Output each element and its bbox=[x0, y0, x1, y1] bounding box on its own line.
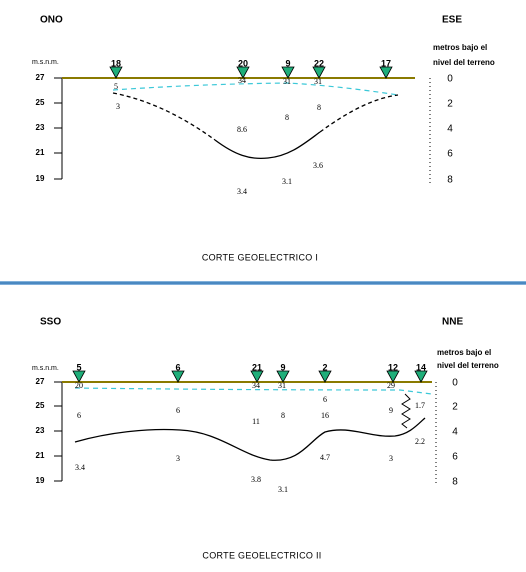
right-tick-label: 8 bbox=[447, 175, 453, 186]
resistivity-value: 8 bbox=[281, 411, 285, 420]
left-axis-title: m.s.n.m. bbox=[32, 59, 59, 66]
right-axis-title: nivel del terreno bbox=[433, 58, 495, 67]
resistivity-value: 5 bbox=[114, 82, 118, 91]
right-tick-label: 0 bbox=[447, 74, 453, 85]
right-axis-title: nivel del terreno bbox=[437, 361, 499, 370]
resistivity-value: 3.8 bbox=[251, 475, 261, 484]
right-tick-label: 4 bbox=[447, 124, 453, 135]
resistivity-value: 31 bbox=[314, 77, 322, 86]
resistivity-value: 16 bbox=[321, 411, 329, 420]
separator bbox=[0, 281, 526, 285]
right-axis-title: metros bajo el bbox=[437, 348, 491, 357]
well-label: 20 bbox=[238, 58, 248, 68]
right-tick-label: 6 bbox=[447, 149, 453, 160]
right-axis-title: metros bajo el bbox=[433, 43, 487, 52]
resistivity-value: 34 bbox=[238, 76, 246, 85]
well-label: 9 bbox=[285, 58, 290, 68]
resistivity-value: 29 bbox=[387, 381, 395, 390]
resistivity-value: 3 bbox=[116, 102, 120, 111]
left-tick-label: 27 bbox=[36, 73, 45, 82]
well-marker bbox=[414, 370, 428, 383]
section-caption: CORTE GEOELECTRICO I bbox=[202, 252, 318, 262]
well-label: 6 bbox=[175, 362, 180, 372]
well-marker bbox=[386, 370, 400, 383]
right-tick-label: 2 bbox=[452, 402, 458, 413]
right-tick-label: 4 bbox=[452, 427, 458, 438]
well-label: 18 bbox=[111, 58, 121, 68]
left-tick-label: 21 bbox=[36, 451, 45, 460]
left-tick-label: 19 bbox=[36, 174, 45, 183]
well-label: 2 bbox=[322, 362, 327, 372]
resistivity-value: 8.6 bbox=[237, 125, 247, 134]
well-marker bbox=[312, 66, 326, 79]
right-tick-label: 2 bbox=[447, 99, 453, 110]
right-tick-label: 0 bbox=[452, 378, 458, 389]
resistivity-value: 3 bbox=[389, 454, 393, 463]
direction-left: SSO bbox=[40, 317, 61, 328]
resistivity-value: 3.1 bbox=[282, 177, 292, 186]
well-marker bbox=[379, 66, 393, 79]
left-tick-label: 25 bbox=[36, 401, 45, 410]
resistivity-value: 9 bbox=[389, 406, 393, 415]
resistivity-value: 4.7 bbox=[320, 453, 330, 462]
well-marker bbox=[318, 370, 332, 383]
resistivity-value: 31 bbox=[283, 77, 291, 86]
resistivity-value: 3.1 bbox=[278, 485, 288, 494]
resistivity-value: 6 bbox=[323, 395, 327, 404]
resistivity-value: 11 bbox=[252, 417, 260, 426]
resistivity-value: 34 bbox=[252, 381, 260, 390]
resistivity-value: 8 bbox=[285, 113, 289, 122]
well-label: 9 bbox=[280, 362, 285, 372]
well-marker bbox=[236, 66, 250, 79]
left-tick-label: 23 bbox=[36, 123, 45, 132]
left-tick-label: 19 bbox=[36, 476, 45, 485]
profile-lines-1 bbox=[112, 82, 399, 160]
well-marker bbox=[281, 66, 295, 79]
left-tick-label: 21 bbox=[36, 148, 45, 157]
profile-lines-2 bbox=[74, 387, 433, 461]
direction-right: ESE bbox=[442, 15, 462, 26]
right-tick-label: 6 bbox=[452, 452, 458, 463]
direction-left: ONO bbox=[40, 15, 63, 26]
right-tick-label: 8 bbox=[452, 477, 458, 488]
well-label: 21 bbox=[252, 362, 262, 372]
direction-right: NNE bbox=[442, 317, 463, 328]
well-label: 12 bbox=[388, 362, 398, 372]
well-label: 22 bbox=[314, 58, 324, 68]
well-marker bbox=[72, 370, 86, 383]
left-tick-label: 23 bbox=[36, 426, 45, 435]
well-marker bbox=[109, 66, 123, 79]
resistivity-value: 6 bbox=[77, 411, 81, 420]
section-caption: CORTE GEOELECTRICO II bbox=[202, 550, 321, 560]
left-axis-title: m.s.n.m. bbox=[32, 365, 59, 372]
resistivity-value: 8 bbox=[317, 103, 321, 112]
well-label: 5 bbox=[76, 362, 81, 372]
resistivity-value: 3 bbox=[176, 454, 180, 463]
resistivity-value: 2.2 bbox=[415, 437, 425, 446]
well-marker bbox=[250, 370, 264, 383]
resistivity-value: 3.6 bbox=[313, 161, 323, 170]
resistivity-value: 1.7 bbox=[415, 401, 425, 410]
well-label: 17 bbox=[381, 58, 391, 68]
well-label: 14 bbox=[416, 362, 426, 372]
resistivity-value: 3.4 bbox=[75, 463, 85, 472]
well-marker bbox=[171, 370, 185, 383]
left-tick-label: 25 bbox=[36, 98, 45, 107]
resistivity-value: 31 bbox=[278, 381, 286, 390]
resistivity-value: 6 bbox=[176, 406, 180, 415]
left-tick-label: 27 bbox=[36, 377, 45, 386]
resistivity-value: 20 bbox=[75, 381, 83, 390]
well-marker bbox=[276, 370, 290, 383]
resistivity-value: 3.4 bbox=[237, 187, 247, 196]
